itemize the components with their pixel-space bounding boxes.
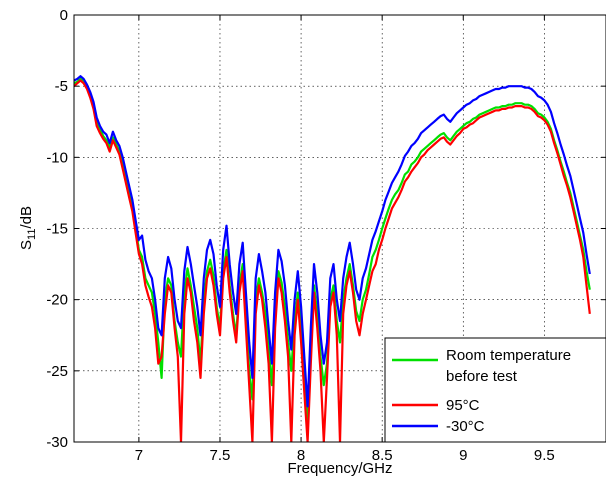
legend-box: [384, 337, 606, 443]
y-tick-label: -10: [46, 149, 68, 166]
x-tick-label: 8: [297, 447, 305, 464]
y-tick-label: -5: [55, 78, 68, 95]
legend-label-room-temperature-line2: before test: [446, 368, 518, 385]
legend-label-room-temperature-line1: Room temperature: [446, 347, 571, 364]
y-axis-label-main: S: [18, 240, 35, 250]
series-line-95c: [74, 79, 591, 442]
legend: Room temperature before test 95°C -30°C: [384, 337, 606, 443]
y-tick-label: -25: [46, 363, 68, 380]
y-axis-label: S11/dB: [18, 206, 38, 250]
axis-ticks: 7 7.5 8 8.5 9 9.5 0 -5 -10 -15 -20 -25 -30: [46, 7, 606, 464]
y-tick-label: 0: [60, 7, 68, 24]
y-axis-label-subscript: 11: [26, 229, 38, 240]
x-tick-label: 9: [459, 447, 467, 464]
y-tick-label: -20: [46, 292, 68, 309]
y-tick-label: -15: [46, 221, 68, 238]
x-tick-label: 8.5: [372, 447, 393, 464]
x-tick-label: 7: [135, 447, 143, 464]
y-tick-label: -30: [46, 434, 68, 451]
legend-label-minus30c: -30°C: [446, 418, 485, 435]
series-lines: [74, 75, 591, 442]
x-tick-label: 7.5: [210, 447, 231, 464]
x-axis-label: Frequency/GHz: [287, 460, 392, 477]
series-line-minus30c: [74, 75, 591, 408]
legend-label-95c: 95°C: [446, 397, 480, 414]
x-tick-label: 9.5: [534, 447, 555, 464]
y-axis-label-suffix: /dB: [18, 206, 35, 229]
